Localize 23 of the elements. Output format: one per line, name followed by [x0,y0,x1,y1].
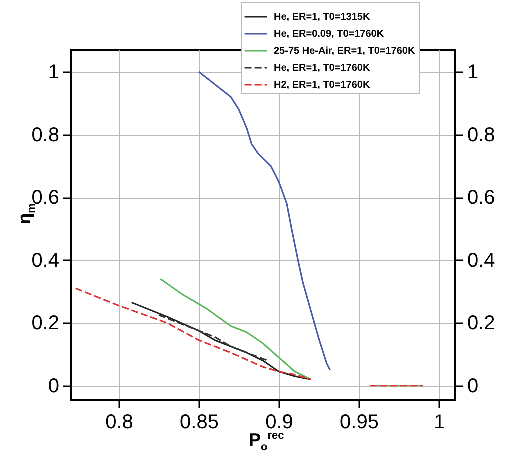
y-tick-label: 0.2 [32,312,60,335]
y2-tick-label: 1 [468,61,479,84]
x-tick-label: 0.85 [180,412,219,434]
y2-tick-label: 0.8 [468,124,496,146]
y-tick-label: 1 [48,61,60,84]
line-series [158,314,269,362]
legend-label: He, ER=1, T0=1315K [274,12,371,23]
legend-label: 25-75 He-Air, ER=1, T0=1760K [274,46,416,57]
legend-label: He, ER=1, T0=1760K [274,63,371,74]
line-series [131,302,312,380]
x-tick-label: 0.95 [340,412,379,434]
y-tick-label: 0.4 [32,250,60,272]
x-tick-label: 0.8 [106,412,134,434]
y2-tick-label: 0 [468,375,479,398]
y-tick-label: 0.8 [32,124,60,146]
legend-label: H2, ER=1, T0=1760K [274,80,371,91]
y2-tick-label: 0.6 [468,187,496,210]
y2-tick-label: 0.4 [468,250,496,272]
legend-label: He, ER=0.09, T0=1760K [274,29,385,40]
x-tick-label: 0.9 [266,412,294,434]
x-tick-label: 1 [434,412,446,434]
y-tick-label: 0 [48,375,60,398]
y2-tick-label: 0.2 [468,312,496,335]
